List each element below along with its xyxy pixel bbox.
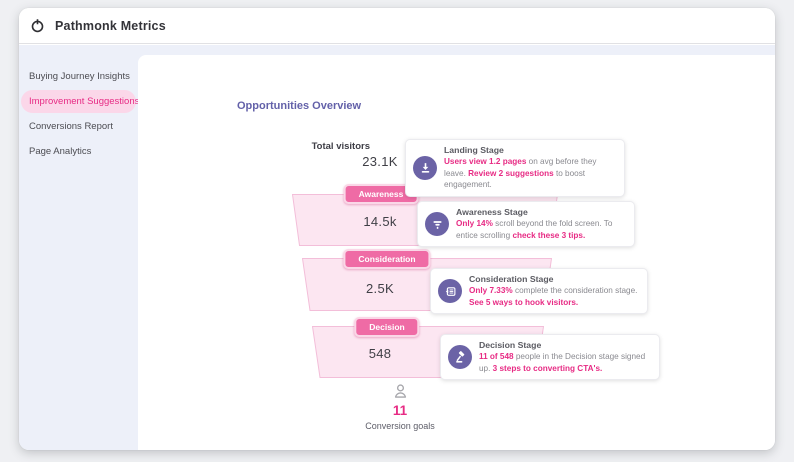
sidebar-item-buying-journey-insights[interactable]: Buying Journey Insights xyxy=(29,71,130,82)
sidebar-item-improvement-suggestions[interactable]: Improvement Suggestions xyxy=(21,90,139,113)
conversion-goals-value: 11 xyxy=(392,403,408,418)
awareness-stage-card[interactable]: Awareness Stage Only 14% scroll beyond t… xyxy=(417,201,635,248)
total-visitors-value: 23.1K xyxy=(362,154,398,169)
card-body[interactable]: Only 7.33% complete the consideration st… xyxy=(469,286,638,307)
consideration-stage-card[interactable]: Consideration Stage Only 7.33% complete … xyxy=(430,268,648,315)
awareness-value: 14.5k xyxy=(363,214,397,229)
card-title: Landing Stage xyxy=(444,145,504,155)
sidebar-item-conversions-report[interactable]: Conversions Report xyxy=(29,121,113,132)
card-title: Consideration Stage xyxy=(469,274,554,284)
sidebar-item-page-analytics[interactable]: Page Analytics xyxy=(29,146,92,157)
total-visitors-label: Total visitors xyxy=(311,141,370,152)
decision-value: 548 xyxy=(368,346,392,361)
gavel-icon xyxy=(448,345,472,370)
person-icon xyxy=(391,382,410,401)
pathmonk-logo-icon xyxy=(30,18,45,33)
sidebar: Buying Journey Insights Improvement Sugg… xyxy=(19,45,139,450)
page-title: Opportunities Overview xyxy=(237,100,362,112)
decision-stage-card[interactable]: Decision Stage 11 of 548 people in the D… xyxy=(440,334,660,381)
list-icon xyxy=(438,279,462,304)
landing-stage-card[interactable]: Landing Stage Users view 1.2 pages on av… xyxy=(405,139,625,197)
card-body[interactable]: Only 14% scroll beyond the fold screen. … xyxy=(456,219,613,240)
card-body[interactable]: Users view 1.2 pages on avg before they … xyxy=(444,157,597,190)
card-title: Decision Stage xyxy=(479,340,542,350)
download-icon xyxy=(413,155,437,180)
content-area: Buying Journey Insights Improvement Sugg… xyxy=(19,45,775,450)
card-body[interactable]: 11 of 548 people in the Decision stage s… xyxy=(479,352,646,373)
consideration-value: 2.5K xyxy=(366,281,394,296)
decision-badge: Decision xyxy=(354,317,420,337)
card-title: Awareness Stage xyxy=(456,207,528,217)
main-panel: Opportunities Overview Total visitors 23… xyxy=(138,55,775,450)
app-window: Pathmonk Metrics Buying Journey Insights… xyxy=(19,8,775,450)
funnel-icon xyxy=(425,212,449,237)
conversion-goals-label: Conversion goals xyxy=(365,421,435,431)
awareness-badge: Awareness xyxy=(343,184,419,204)
app-header: Pathmonk Metrics xyxy=(19,8,775,44)
consideration-badge: Consideration xyxy=(343,249,431,269)
app-title: Pathmonk Metrics xyxy=(55,18,166,33)
